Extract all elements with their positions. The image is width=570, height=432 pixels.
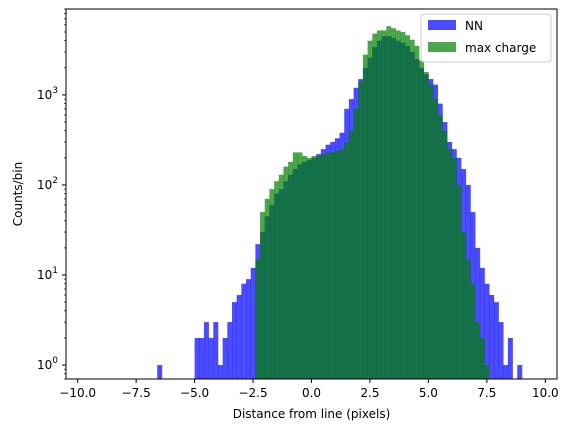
x-tick-label: 10.0 bbox=[532, 386, 559, 400]
histogram-bar bbox=[354, 109, 359, 379]
histogram-bar bbox=[283, 167, 288, 379]
histogram-bar bbox=[499, 322, 504, 379]
bars-layer bbox=[157, 26, 522, 379]
histogram-bar bbox=[456, 185, 461, 379]
histogram-bar bbox=[330, 152, 335, 379]
x-tick-label: −10.0 bbox=[59, 386, 96, 400]
histogram-bar bbox=[349, 131, 354, 379]
histogram-bar bbox=[297, 152, 302, 379]
y-tick-label: 100 bbox=[37, 356, 58, 372]
y-tick-label: 101 bbox=[37, 266, 58, 282]
histogram-bar bbox=[326, 152, 331, 379]
histogram-bar bbox=[452, 158, 457, 379]
histogram-bar bbox=[218, 365, 223, 379]
histogram-bar bbox=[466, 259, 471, 379]
histogram-bar bbox=[461, 232, 466, 379]
legend: NN max charge bbox=[421, 14, 551, 62]
histogram-bar bbox=[274, 181, 279, 379]
x-tick-label: −7.5 bbox=[122, 386, 151, 400]
histogram-bar bbox=[508, 338, 513, 379]
histogram-bar bbox=[307, 158, 312, 379]
histogram-bar bbox=[209, 338, 214, 379]
y-axis-ticks: 100 101 102 103 bbox=[37, 9, 66, 379]
histogram-bar bbox=[358, 82, 363, 379]
histogram-bar bbox=[414, 46, 419, 379]
histogram-bar bbox=[204, 322, 209, 379]
histogram-bar bbox=[265, 199, 270, 379]
histogram-bar bbox=[419, 61, 424, 379]
histogram-bar bbox=[396, 30, 401, 379]
histogram-bar bbox=[312, 156, 317, 379]
legend-label-max-charge: max charge bbox=[465, 41, 536, 55]
histogram-bar bbox=[288, 162, 293, 379]
histogram-bar bbox=[363, 55, 368, 379]
legend-swatch-max-charge bbox=[428, 42, 456, 52]
histogram-bar bbox=[382, 30, 387, 379]
x-tick-label: −5.0 bbox=[180, 386, 209, 400]
x-tick-label: 0.0 bbox=[302, 386, 321, 400]
x-tick-label: −2.5 bbox=[238, 386, 267, 400]
histogram-bar bbox=[489, 295, 494, 379]
histogram-bar bbox=[386, 26, 391, 379]
histogram-bar bbox=[438, 115, 443, 379]
histogram-bar bbox=[157, 365, 162, 379]
histogram-bar bbox=[344, 142, 349, 379]
histogram-bar bbox=[302, 156, 307, 379]
histogram-bar bbox=[260, 212, 265, 379]
histogram-bar bbox=[321, 154, 326, 379]
histogram-bar bbox=[428, 85, 433, 379]
histogram-bar bbox=[405, 35, 410, 379]
histogram-bar bbox=[475, 322, 480, 379]
y-tick-label: 102 bbox=[37, 176, 58, 192]
histogram-bar bbox=[241, 284, 246, 379]
histogram-bar bbox=[293, 152, 298, 379]
x-tick-label: 5.0 bbox=[419, 386, 438, 400]
histogram-bar bbox=[237, 295, 242, 379]
histogram-bar bbox=[223, 338, 228, 379]
histogram-bar bbox=[251, 268, 256, 379]
histogram-bar bbox=[517, 365, 522, 379]
histogram-bar bbox=[485, 365, 490, 379]
histogram-bar bbox=[255, 259, 260, 379]
histogram-bar bbox=[424, 72, 429, 379]
histogram-bar bbox=[246, 279, 251, 379]
histogram-bar bbox=[433, 99, 438, 379]
x-axis-ticks: −10.0 −7.5 −5.0 −2.5 0.0 2.5 5.0 7.5 10.0 bbox=[59, 379, 558, 400]
histogram-bar bbox=[368, 41, 373, 379]
histogram-bar bbox=[279, 175, 284, 379]
histogram-bar bbox=[199, 338, 204, 379]
histogram-bar bbox=[410, 40, 415, 379]
histogram-bar bbox=[195, 338, 200, 379]
series-max-charge bbox=[255, 26, 489, 379]
histogram-bar bbox=[485, 284, 490, 379]
histogram-bar bbox=[503, 365, 508, 379]
histogram-bar bbox=[480, 338, 485, 379]
histogram-bar bbox=[442, 131, 447, 379]
x-tick-label: 2.5 bbox=[360, 386, 379, 400]
histogram-bar bbox=[377, 30, 382, 379]
histogram-bar bbox=[391, 28, 396, 379]
histogram-bar bbox=[316, 156, 321, 379]
y-tick-label: 103 bbox=[37, 86, 58, 102]
y-axis-label: Counts/bin bbox=[11, 162, 25, 227]
x-tick-label: 7.5 bbox=[477, 386, 496, 400]
legend-swatch-nn bbox=[428, 20, 456, 30]
histogram-bar bbox=[232, 302, 237, 379]
x-axis-label: Distance from line (pixels) bbox=[233, 407, 391, 421]
histogram-bar bbox=[400, 32, 405, 379]
legend-label-nn: NN bbox=[465, 19, 483, 33]
histogram-bar bbox=[340, 149, 345, 379]
histogram-bar bbox=[494, 302, 499, 379]
histogram-bar bbox=[227, 322, 232, 379]
histogram-bar bbox=[372, 34, 377, 379]
histogram-bar bbox=[213, 322, 218, 379]
histogram-bar bbox=[470, 284, 475, 379]
histogram-bar bbox=[447, 149, 452, 379]
histogram-bar bbox=[269, 189, 274, 379]
histogram-bar bbox=[335, 151, 340, 379]
